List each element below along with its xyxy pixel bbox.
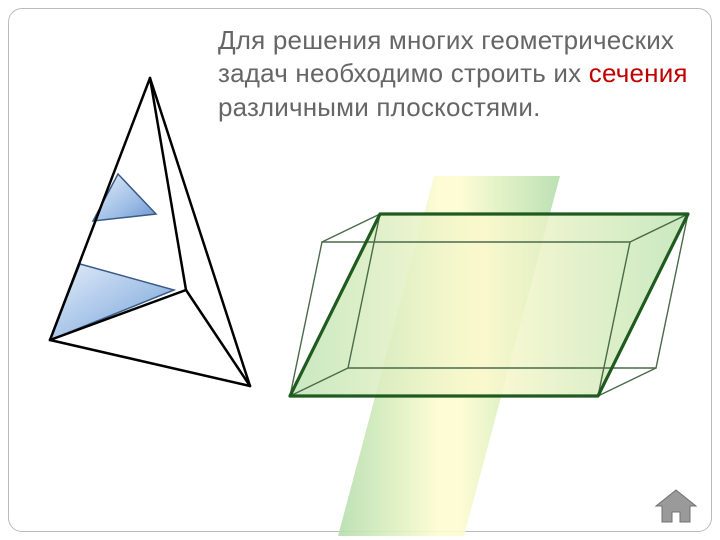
text-accent: сечения	[589, 58, 688, 88]
tetrahedron-diagram	[28, 68, 268, 388]
tetra-edges	[50, 78, 250, 386]
prism-diagram	[268, 176, 708, 536]
upper-section	[93, 174, 156, 221]
home-icon	[652, 486, 700, 526]
home-button[interactable]	[652, 486, 700, 526]
description-text: Для решения многих геометрических задач …	[218, 24, 718, 124]
